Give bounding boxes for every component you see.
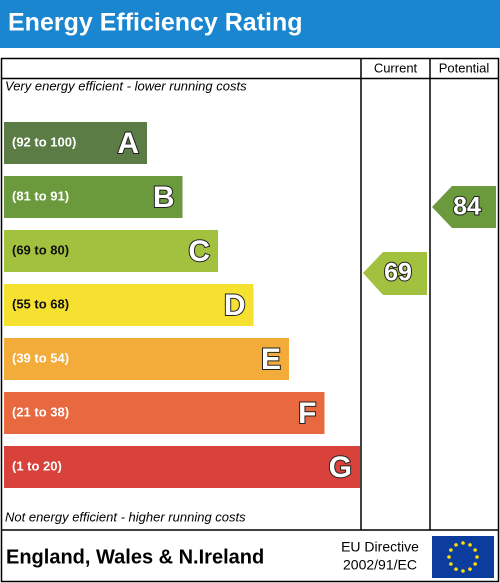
band-letter: F — [298, 397, 316, 430]
top-note: Very energy efficient - lower running co… — [5, 78, 247, 93]
band-bar — [4, 230, 218, 272]
directive-line: EU Directive — [341, 539, 419, 555]
title: Energy Efficiency Rating — [8, 9, 303, 37]
band-range: (81 to 91) — [12, 188, 69, 203]
eu-star — [473, 562, 477, 566]
eu-star — [449, 562, 453, 566]
band-bar — [4, 338, 289, 380]
table-grid — [0, 57, 500, 583]
band-range: (1 to 20) — [12, 458, 62, 473]
band-range: (92 to 100) — [12, 134, 76, 149]
band-range: (69 to 80) — [12, 242, 69, 257]
eu-stars — [447, 541, 479, 573]
band-letter: B — [153, 181, 175, 214]
band-bar — [4, 446, 360, 488]
band-bar — [4, 392, 325, 434]
eu-star — [447, 555, 451, 559]
band-letter: D — [224, 289, 246, 322]
band-letter: E — [261, 343, 281, 376]
band-range: (39 to 54) — [12, 350, 69, 365]
bands: (92 to 100) A (81 to 91) B (69 to 80) C (55 to… — [4, 122, 360, 488]
bottom-note: Not energy efficient - higher running co… — [5, 509, 246, 524]
band-bar — [4, 176, 183, 218]
eu-star — [468, 543, 472, 547]
current-rating: 69 — [384, 259, 412, 287]
band-letter: C — [188, 235, 210, 268]
directive-line: 2002/91/EC — [343, 557, 417, 573]
eu-star — [449, 548, 453, 552]
band-bar — [4, 284, 254, 326]
eu-star — [473, 548, 477, 552]
eu-star — [461, 569, 465, 573]
potential-arrow-shape — [432, 186, 496, 228]
potential-rating: 84 — [453, 193, 481, 221]
title-bar — [0, 0, 500, 48]
eu-star — [461, 541, 465, 545]
eu-star — [468, 567, 472, 571]
current-arrow-shape — [363, 252, 427, 295]
region: England, Wales & N.Ireland — [6, 546, 264, 568]
potential-arrow: 84 — [432, 186, 496, 228]
band-bar — [4, 122, 147, 164]
potential-header: Potential — [439, 60, 490, 75]
current-header: Current — [374, 60, 418, 75]
eu-star — [454, 543, 458, 547]
band-range: (21 to 38) — [12, 404, 69, 419]
band-letter: G — [329, 451, 352, 484]
eu-star — [454, 567, 458, 571]
current-arrow: 69 — [363, 252, 427, 295]
eu-star — [475, 555, 479, 559]
band-letter: A — [117, 127, 139, 160]
band-range: (55 to 68) — [12, 296, 69, 311]
